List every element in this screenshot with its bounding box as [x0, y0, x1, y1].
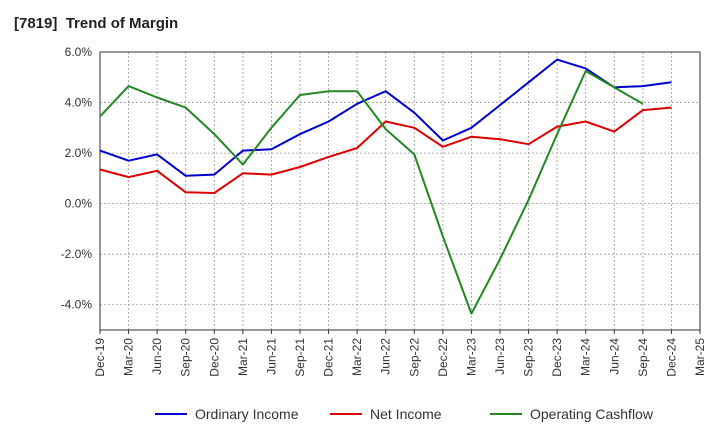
x-tick-label: Dec-19 — [93, 338, 107, 377]
x-tick-label: Dec-20 — [207, 338, 221, 377]
y-tick-label: -4.0% — [61, 298, 93, 312]
series-line-0 — [99, 58, 672, 177]
x-tick-label: Mar-25 — [693, 338, 707, 376]
x-tick-label: Sep-22 — [407, 338, 421, 377]
legend-label-1: Net Income — [370, 406, 442, 422]
series-line-2 — [99, 70, 644, 315]
x-tick-label: Mar-21 — [236, 338, 250, 376]
x-tick-label: Sep-23 — [522, 338, 536, 377]
x-tick-label: Mar-22 — [350, 338, 364, 376]
x-tick-label: Dec-21 — [322, 338, 336, 377]
x-tick-label: Jun-21 — [264, 338, 278, 375]
y-tick-label: 6.0% — [65, 45, 93, 59]
x-tick-label: Sep-21 — [293, 338, 307, 377]
x-tick-label: Mar-24 — [579, 338, 593, 376]
x-tick-label: Mar-20 — [122, 338, 136, 376]
x-tick-label: Sep-24 — [636, 338, 650, 377]
x-tick-label: Jun-24 — [607, 338, 621, 375]
chart-title: [7819] Trend of Margin — [14, 15, 179, 32]
y-tick-label: 4.0% — [65, 96, 93, 110]
series-line-1 — [99, 106, 672, 194]
x-tick-label: Jun-22 — [379, 338, 393, 375]
x-tick-label: Dec-24 — [664, 338, 678, 377]
x-tick-label: Dec-22 — [436, 338, 450, 377]
x-tick-label: Mar-23 — [464, 338, 478, 376]
y-tick-label: 0.0% — [65, 197, 93, 211]
plot-frame — [99, 51, 701, 331]
x-tick-label: Jun-23 — [493, 338, 507, 375]
x-tick-label: Sep-20 — [179, 338, 193, 377]
y-tick-label: -2.0% — [61, 247, 93, 261]
x-tick-label: Jun-20 — [150, 338, 164, 375]
x-tick-label: Dec-23 — [550, 338, 564, 377]
legend-label-0: Ordinary Income — [195, 406, 299, 422]
legend-label-2: Operating Cashflow — [530, 406, 654, 422]
y-tick-label: 2.0% — [65, 146, 93, 160]
